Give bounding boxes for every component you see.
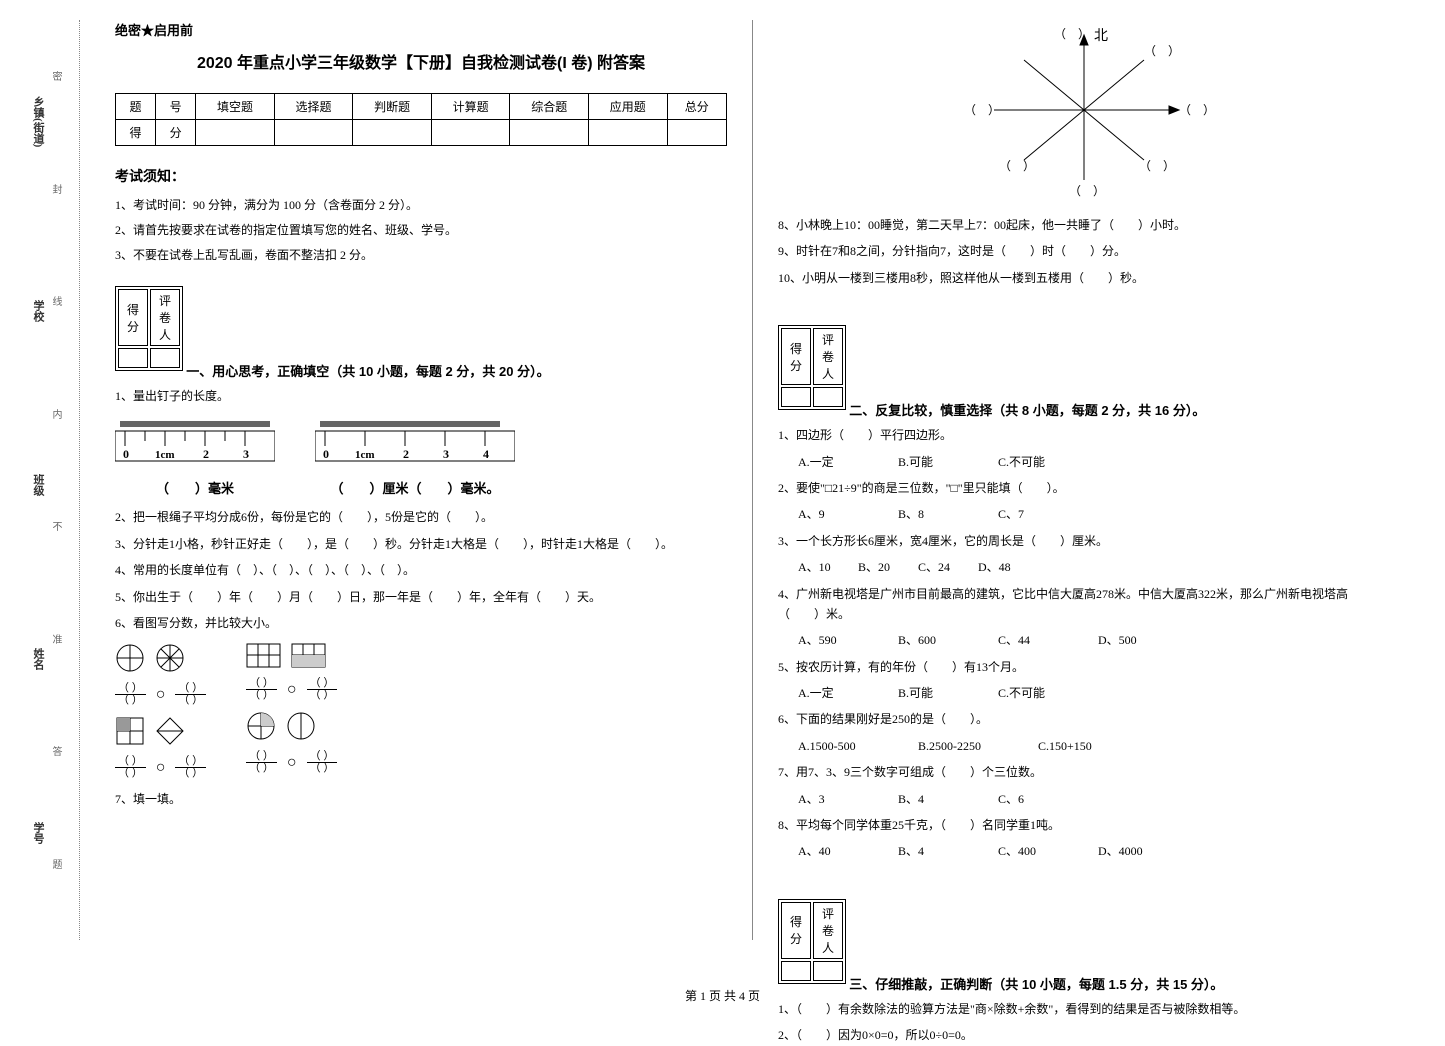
fraction-figures: （ ）（ ） ○ （ ）（ ） （ ）（ ） ○ （ ）（ ） xyxy=(115,643,727,779)
svg-text:2: 2 xyxy=(403,447,409,461)
ruler-1: 0 1cm 2 3 （ ）毫米 xyxy=(115,416,275,497)
fraction-blank: （ ）（ ） xyxy=(307,751,338,774)
notice-title: 考试须知： xyxy=(115,166,727,186)
fraction-col-1: （ ）（ ） ○ （ ）（ ） （ ）（ ） ○ （ ）（ ） xyxy=(115,643,206,779)
question-9: 9、时针在7和8之间，分针指向7，这时是（ ）时（ ）分。 xyxy=(778,241,1390,261)
ruler-2-answer: （ ）厘米（ ）毫米。 xyxy=(315,478,515,497)
section-score-box: 得分评卷人 xyxy=(778,325,846,410)
s2-q4: 4、广州新电视塔是广州市目前最高的建筑，它比中信大厦高278米。中信大厦高322… xyxy=(778,584,1390,625)
question-7: 7、填一填。 xyxy=(115,789,727,809)
question-8: 8、小林晚上10：00睡觉，第二天早上7：00起床，他一共睡了（ ）小时。 xyxy=(778,215,1390,235)
notice-item: 1、考试时间：90 分钟，满分为 100 分（含卷面分 2 分）。 xyxy=(115,196,727,213)
s2-q1-opts: A.一定B.可能C.不可能 xyxy=(798,452,1390,472)
binding-labels: 乡镇(街道) 学校 班级 姓名 学号 xyxy=(30,20,46,920)
table-row: 得 分 xyxy=(116,120,727,146)
svg-text:4: 4 xyxy=(483,447,489,461)
compass-north: 北 xyxy=(1094,28,1108,44)
compare-circle-icon: ○ xyxy=(287,681,297,699)
confidential-label: 绝密★启用前 xyxy=(115,20,727,39)
fraction-blank: （ ）（ ） xyxy=(115,683,146,706)
svg-text:3: 3 xyxy=(243,447,249,461)
circle-eighth-icon xyxy=(155,643,185,673)
s2-q4-opts: A、590B、600C、44D、500 xyxy=(798,630,1390,650)
fraction-blank: （ ）（ ） xyxy=(246,678,277,701)
svg-text:（ ）: （ ） xyxy=(1054,27,1090,41)
diamond-shape-icon xyxy=(155,716,185,746)
notice-item: 2、请首先按要求在试卷的指定位置填写您的姓名、班级、学号。 xyxy=(115,221,727,238)
grid-shape-icon xyxy=(115,716,145,746)
right-column: 北 （ ） （ ） （ ） （ ） （ ） （ ） （ ） 8、小林晚上10：0… xyxy=(753,20,1415,940)
notice-item: 3、不要在试卷上乱写乱画，卷面不整洁扣 2 分。 xyxy=(115,246,727,263)
s3-q2: 2、（ ）因为0×0=0，所以0÷0=0。 xyxy=(778,1025,1390,1045)
page: 绝密★启用前 2020 年重点小学三年级数学【下册】自我检测试卷(I 卷) 附答… xyxy=(0,0,1445,960)
circle-half-icon xyxy=(286,711,316,741)
s2-q1: 1、四边形（ ）平行四边形。 xyxy=(778,425,1390,445)
grid-shape-icon xyxy=(291,643,326,668)
svg-text:（ ）: （ ） xyxy=(1179,103,1215,117)
fraction-col-2: （ ）（ ） ○ （ ）（ ） （ ）（ ） ○ （ ）（ ） xyxy=(246,643,337,779)
section-1-title: 一、用心思考，正确填空（共 10 小题，每题 2 分，共 20 分）。 xyxy=(186,364,549,379)
svg-text:（ ）: （ ） xyxy=(1144,44,1180,58)
svg-text:（ ）: （ ） xyxy=(999,159,1035,173)
s2-q6: 6、下面的结果刚好是250的是（ ）。 xyxy=(778,709,1390,729)
s2-q5: 5、按农历计算，有的年份（ ）有13个月。 xyxy=(778,657,1390,677)
question-6: 6、看图写分数，并比较大小。 xyxy=(115,613,727,633)
s2-q8: 8、平均每个同学体重25千克，（ ）名同学重1吨。 xyxy=(778,815,1390,835)
svg-text:（ ）: （ ） xyxy=(1139,159,1175,173)
grid-shape-icon xyxy=(246,643,281,668)
fraction-blank: （ ）（ ） xyxy=(175,756,206,779)
fraction-blank: （ ）（ ） xyxy=(307,678,338,701)
s2-q6-opts: A.1500-500B.2500-2250C.150+150 xyxy=(798,736,1390,756)
fraction-blank: （ ）（ ） xyxy=(115,756,146,779)
ruler-icon: 0 1cm 2 3 4 xyxy=(315,416,515,466)
table-row: 题 号 填空题 选择题 判断题 计算题 综合题 应用题 总分 xyxy=(116,94,727,120)
compass-figure: 北 （ ） （ ） （ ） （ ） （ ） （ ） （ ） xyxy=(944,20,1224,200)
s2-q3: 3、一个长方形长6厘米，宽4厘米，它的周长是（ ）厘米。 xyxy=(778,531,1390,551)
ruler-1-answer: （ ）毫米 xyxy=(115,478,275,497)
score-table: 题 号 填空题 选择题 判断题 计算题 综合题 应用题 总分 得 分 xyxy=(115,93,727,146)
question-1: 1、量出钉子的长度。 xyxy=(115,386,727,406)
svg-text:（ ）: （ ） xyxy=(964,103,1000,117)
svg-text:（ ）: （ ） xyxy=(1069,184,1105,198)
question-2: 2、把一根绳子平均分成6份，每份是它的（ ），5份是它的（ ）。 xyxy=(115,507,727,527)
section-2-title: 二、反复比较，慎重选择（共 8 小题，每题 2 分，共 16 分）。 xyxy=(849,403,1205,418)
s2-q8-opts: A、40B、4C、400D、4000 xyxy=(798,841,1390,861)
s2-q2: 2、要使"□21÷9"的商是三位数，"□"里只能填（ ）。 xyxy=(778,478,1390,498)
fraction-blank: （ ）（ ） xyxy=(175,683,206,706)
question-3: 3、分针走1小格，秒针正好走（ ），是（ ）秒。分针走1大格是（ ），时针走1大… xyxy=(115,534,727,554)
svg-text:2: 2 xyxy=(203,447,209,461)
section-score-box: 得分评卷人 xyxy=(115,286,183,371)
s2-q7-opts: A、3B、4C、6 xyxy=(798,789,1390,809)
section-score-box: 得分评卷人 xyxy=(778,899,846,984)
fraction-blank: （ ）（ ） xyxy=(246,751,277,774)
svg-text:3: 3 xyxy=(443,447,449,461)
compass-icon: 北 （ ） （ ） （ ） （ ） （ ） （ ） （ ） xyxy=(944,20,1224,200)
s2-q5-opts: A.一定B.可能C.不可能 xyxy=(798,683,1390,703)
svg-text:1cm: 1cm xyxy=(155,449,175,461)
ruler-figures: 0 1cm 2 3 （ ）毫米 0 1cm xyxy=(115,416,727,497)
compare-circle-icon: ○ xyxy=(287,754,297,772)
question-4: 4、常用的长度单位有（ ）、（ ）、（ ）、（ ）、（ ）。 xyxy=(115,560,727,580)
s2-q3-opts: A、10B、20C、24D、48 xyxy=(798,557,1390,577)
page-footer: 第 1 页 共 4 页 xyxy=(0,987,1445,1004)
question-10: 10、小明从一楼到三楼用8秒，照这样他从一楼到五楼用（ ）秒。 xyxy=(778,268,1390,288)
ruler-icon: 0 1cm 2 3 xyxy=(115,416,275,466)
binding-seal-text: 密 封 线 内 不 准 答 题 xyxy=(48,20,63,920)
compare-circle-icon: ○ xyxy=(156,686,166,704)
svg-text:1cm: 1cm xyxy=(355,449,375,461)
svg-text:0: 0 xyxy=(323,447,329,461)
s2-q7: 7、用7、3、9三个数字可组成（ ）个三位数。 xyxy=(778,762,1390,782)
svg-text:0: 0 xyxy=(123,447,129,461)
compare-circle-icon: ○ xyxy=(156,759,166,777)
circle-quarter-icon xyxy=(246,711,276,741)
left-column: 绝密★启用前 2020 年重点小学三年级数学【下册】自我检测试卷(I 卷) 附答… xyxy=(90,20,752,940)
circle-half-icon xyxy=(115,643,145,673)
s2-q2-opts: A、9B、8C、7 xyxy=(798,504,1390,524)
question-5: 5、你出生于（ ）年（ ）月（ ）日，那一年是（ ）年，全年有（ ）天。 xyxy=(115,587,727,607)
ruler-2: 0 1cm 2 3 4 （ ）厘米（ ）毫米。 xyxy=(315,416,515,497)
exam-title: 2020 年重点小学三年级数学【下册】自我检测试卷(I 卷) 附答案 xyxy=(115,49,727,73)
